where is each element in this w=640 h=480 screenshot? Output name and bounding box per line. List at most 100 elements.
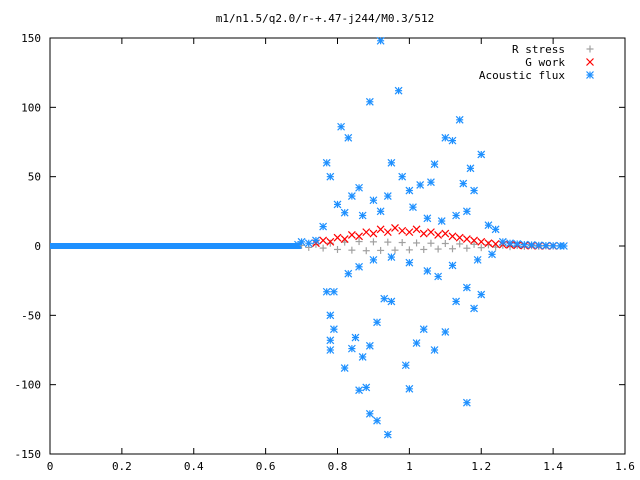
x-tick-label: 0.8 (328, 460, 348, 473)
point-acoustic-flux (347, 344, 356, 353)
point-acoustic-flux (347, 192, 356, 201)
point-acoustic-flux (373, 318, 381, 327)
point-acoustic-flux (470, 304, 478, 313)
point-g-work (462, 235, 471, 243)
point-acoustic-flux (329, 287, 338, 296)
point-g-work (419, 229, 428, 238)
point-g-work (340, 235, 349, 243)
point-g-work (362, 228, 371, 237)
point-r-stress (384, 238, 392, 246)
point-acoustic-flux (304, 239, 313, 248)
x-tick-label: 1.6 (615, 460, 635, 473)
x-tick-label: 0.4 (184, 460, 204, 473)
point-acoustic-flux (383, 430, 392, 439)
point-acoustic-flux (491, 225, 500, 234)
point-acoustic-flux (473, 255, 482, 264)
point-acoustic-flux (373, 416, 381, 425)
point-acoustic-flux (365, 97, 374, 106)
point-acoustic-flux (477, 150, 486, 159)
point-r-stress (427, 239, 435, 247)
point-acoustic-flux (419, 325, 428, 334)
point-g-work (333, 233, 342, 242)
point-r-stress (492, 243, 500, 251)
y-tick-label: 150 (21, 32, 41, 45)
point-acoustic-flux (344, 269, 353, 278)
point-acoustic-flux (340, 208, 349, 217)
point-r-stress (456, 240, 464, 248)
point-acoustic-flux (351, 333, 360, 342)
point-acoustic-flux (441, 328, 450, 336)
x-tick-label: 0.6 (256, 460, 276, 473)
point-r-stress (434, 245, 442, 253)
point-acoustic-flux (380, 294, 389, 303)
axes: 0 0.2 0.4 0.6 0.8 1 1.2 1.4 1.6 150 100 50 0 -50 -100 -… (15, 32, 635, 473)
point-acoustic-flux (326, 346, 335, 354)
point-g-work (369, 229, 378, 238)
point-r-stress (477, 244, 485, 252)
point-g-work (491, 239, 500, 248)
point-r-stress (398, 239, 406, 247)
point-acoustic-flux (365, 409, 374, 418)
point-acoustic-flux (452, 211, 461, 220)
point-acoustic-flux (376, 207, 385, 216)
point-acoustic-flux (376, 36, 385, 45)
point-acoustic-flux (513, 239, 522, 248)
point-acoustic-flux (326, 172, 335, 181)
point-acoustic-flux (387, 253, 396, 262)
point-g-work (355, 232, 363, 241)
point-acoustic-flux (423, 214, 432, 223)
point-acoustic-flux (387, 158, 396, 167)
legend-marker (586, 58, 594, 66)
point-g-work (405, 228, 414, 237)
point-acoustic-flux (398, 172, 407, 181)
point-g-work (412, 225, 421, 234)
point-acoustic-flux (405, 384, 414, 393)
point-acoustic-flux (430, 160, 439, 169)
point-acoustic-flux (369, 255, 378, 264)
point-acoustic-flux (437, 217, 446, 225)
point-acoustic-flux (520, 240, 529, 249)
point-acoustic-flux (462, 283, 471, 292)
point-acoustic-flux (549, 241, 558, 250)
point-acoustic-flux (340, 364, 349, 372)
point-acoustic-flux (405, 186, 414, 195)
legend-label: G work (525, 56, 565, 69)
point-acoustic-flux (527, 240, 536, 249)
data-marks (50, 36, 568, 439)
point-acoustic-flux (470, 186, 478, 195)
point-acoustic-flux (466, 164, 475, 173)
point-acoustic-flux (448, 136, 457, 145)
point-g-work (470, 236, 478, 245)
point-acoustic-flux (542, 241, 550, 250)
point-acoustic-flux (383, 192, 392, 201)
point-r-stress (470, 240, 478, 248)
point-acoustic-flux (322, 287, 331, 296)
point-r-stress (449, 245, 456, 253)
point-g-work (347, 230, 356, 239)
point-acoustic-flux (326, 336, 335, 345)
point-r-stress (405, 246, 413, 254)
point-r-stress (441, 240, 449, 248)
legend-label: Acoustic flux (479, 69, 565, 82)
point-acoustic-flux (312, 236, 320, 245)
point-acoustic-flux (326, 311, 335, 320)
point-acoustic-flux (358, 211, 367, 220)
point-acoustic-flux (477, 290, 486, 299)
point-g-work (477, 237, 486, 246)
point-r-stress (420, 245, 428, 253)
point-acoustic-flux (498, 237, 507, 246)
point-acoustic-flux (344, 133, 353, 142)
point-g-work (391, 224, 399, 232)
point-g-work (441, 229, 450, 238)
legend-marker (586, 45, 594, 53)
point-r-stress (348, 246, 356, 254)
point-g-work (434, 230, 443, 239)
point-g-work (319, 236, 328, 245)
point-acoustic-flux (488, 250, 496, 259)
y-tick-label: 100 (21, 101, 41, 114)
point-acoustic-flux (412, 339, 421, 347)
x-tick-label: 1.2 (471, 460, 491, 473)
point-acoustic-flux (462, 398, 471, 407)
